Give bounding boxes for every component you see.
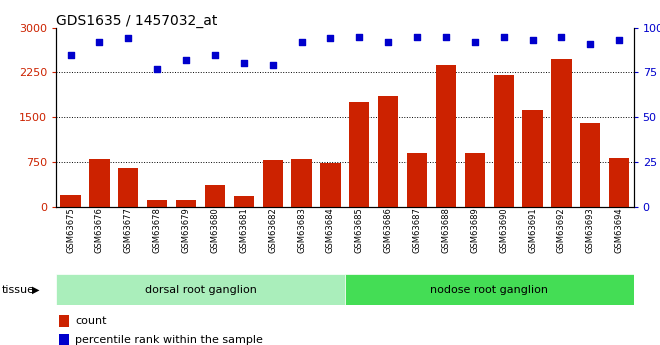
Bar bbox=[494, 76, 513, 207]
Point bbox=[94, 39, 105, 45]
Text: GSM63685: GSM63685 bbox=[355, 207, 364, 253]
Point bbox=[441, 34, 451, 39]
Bar bbox=[118, 168, 139, 207]
Point bbox=[412, 34, 422, 39]
Bar bbox=[609, 158, 629, 207]
Bar bbox=[378, 96, 398, 207]
Text: GSM63679: GSM63679 bbox=[182, 207, 191, 253]
Text: GSM63675: GSM63675 bbox=[66, 207, 75, 253]
Bar bbox=[523, 110, 543, 207]
Text: GSM63691: GSM63691 bbox=[528, 207, 537, 253]
Bar bbox=[407, 153, 427, 207]
Text: GSM63687: GSM63687 bbox=[412, 207, 422, 253]
Point bbox=[123, 36, 133, 41]
Text: GSM63684: GSM63684 bbox=[326, 207, 335, 253]
Point bbox=[354, 34, 364, 39]
Point bbox=[296, 39, 307, 45]
Text: GSM63678: GSM63678 bbox=[152, 207, 162, 253]
Text: GSM63690: GSM63690 bbox=[499, 207, 508, 253]
Text: GSM63693: GSM63693 bbox=[586, 207, 595, 253]
Bar bbox=[465, 153, 485, 207]
Point bbox=[65, 52, 76, 57]
Bar bbox=[292, 159, 312, 207]
Point bbox=[585, 41, 595, 47]
Text: nodose root ganglion: nodose root ganglion bbox=[430, 285, 548, 295]
Point bbox=[498, 34, 509, 39]
Bar bbox=[263, 160, 282, 207]
Bar bbox=[89, 159, 110, 207]
Point bbox=[556, 34, 567, 39]
Text: GSM63681: GSM63681 bbox=[240, 207, 248, 253]
Bar bbox=[234, 196, 254, 207]
Text: count: count bbox=[75, 316, 107, 326]
Bar bbox=[61, 195, 81, 207]
Point bbox=[210, 52, 220, 57]
Text: dorsal root ganglion: dorsal root ganglion bbox=[145, 285, 257, 295]
Text: GSM63686: GSM63686 bbox=[383, 207, 393, 253]
Bar bbox=[59, 315, 69, 327]
Point bbox=[267, 62, 278, 68]
Text: ▶: ▶ bbox=[32, 285, 39, 295]
Text: GSM63689: GSM63689 bbox=[471, 207, 479, 253]
Text: GSM63680: GSM63680 bbox=[211, 207, 219, 253]
Bar bbox=[147, 200, 167, 207]
Point bbox=[383, 39, 393, 45]
Point bbox=[152, 66, 162, 72]
Text: GSM63676: GSM63676 bbox=[95, 207, 104, 253]
Text: percentile rank within the sample: percentile rank within the sample bbox=[75, 335, 263, 345]
Text: tissue: tissue bbox=[2, 285, 35, 295]
Text: GSM63692: GSM63692 bbox=[557, 207, 566, 253]
Point bbox=[181, 57, 191, 63]
Text: GSM63694: GSM63694 bbox=[614, 207, 624, 253]
Bar bbox=[349, 102, 370, 207]
Text: GSM63682: GSM63682 bbox=[268, 207, 277, 253]
Point bbox=[469, 39, 480, 45]
Text: GSM63683: GSM63683 bbox=[297, 207, 306, 253]
Bar bbox=[345, 274, 634, 305]
Text: GSM63677: GSM63677 bbox=[124, 207, 133, 253]
Bar bbox=[320, 163, 341, 207]
Bar bbox=[56, 274, 345, 305]
Point bbox=[238, 61, 249, 66]
Bar bbox=[176, 200, 196, 207]
Text: GDS1635 / 1457032_at: GDS1635 / 1457032_at bbox=[56, 14, 218, 28]
Point bbox=[527, 37, 538, 43]
Bar bbox=[59, 334, 69, 345]
Bar bbox=[551, 59, 572, 207]
Bar bbox=[580, 123, 601, 207]
Point bbox=[614, 37, 624, 43]
Point bbox=[325, 36, 336, 41]
Text: GSM63688: GSM63688 bbox=[442, 207, 450, 253]
Bar bbox=[205, 185, 225, 207]
Bar bbox=[436, 65, 456, 207]
